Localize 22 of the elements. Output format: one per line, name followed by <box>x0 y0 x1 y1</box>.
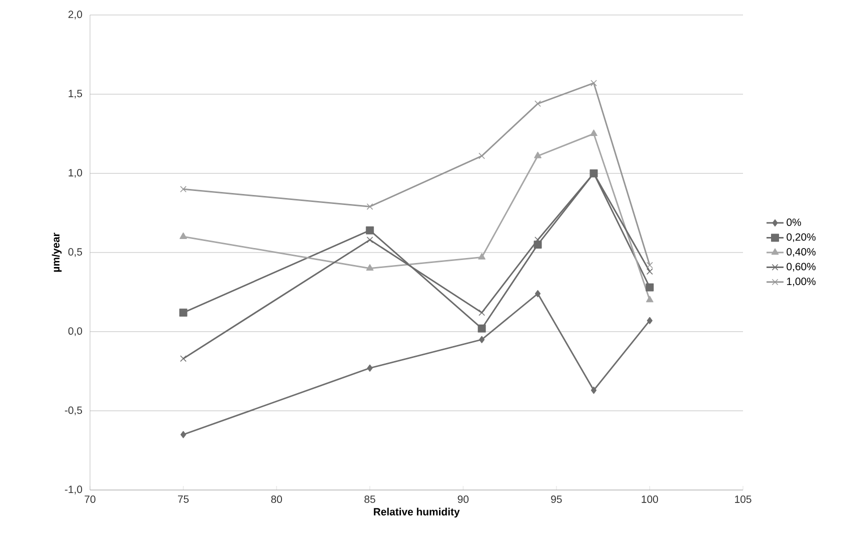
legend-label: 0,40% <box>786 248 816 257</box>
x-tick-label: 80 <box>271 496 282 503</box>
x-tick-label: 95 <box>551 496 562 503</box>
y-tick-label: 1,0 <box>68 169 82 178</box>
y-tick-label: 2,0 <box>68 10 82 20</box>
x-tick-label: 70 <box>84 496 96 503</box>
x-tick-label: 90 <box>458 496 469 503</box>
legend-label: 0% <box>786 218 802 226</box>
y-tick-label: 0,5 <box>68 248 82 257</box>
legend-label: 0,20% <box>786 233 816 242</box>
y-tick-label: -0,5 <box>64 406 82 416</box>
y-axis-title: µm/year <box>52 232 62 272</box>
y-tick-label: -1,0 <box>64 486 82 494</box>
legend-label: 1,00% <box>787 278 816 286</box>
x-tick-label: 105 <box>735 496 752 503</box>
legend-label: 0,60% <box>786 262 816 272</box>
y-tick-label: 1,5 <box>68 90 82 98</box>
x-tick-label: 100 <box>642 496 658 503</box>
x-axis-title: Relative humidity <box>374 508 460 518</box>
x-tick-label: 85 <box>364 496 376 503</box>
y-tick-label: 0,0 <box>68 327 82 336</box>
x-tick-label: 75 <box>178 496 189 503</box>
